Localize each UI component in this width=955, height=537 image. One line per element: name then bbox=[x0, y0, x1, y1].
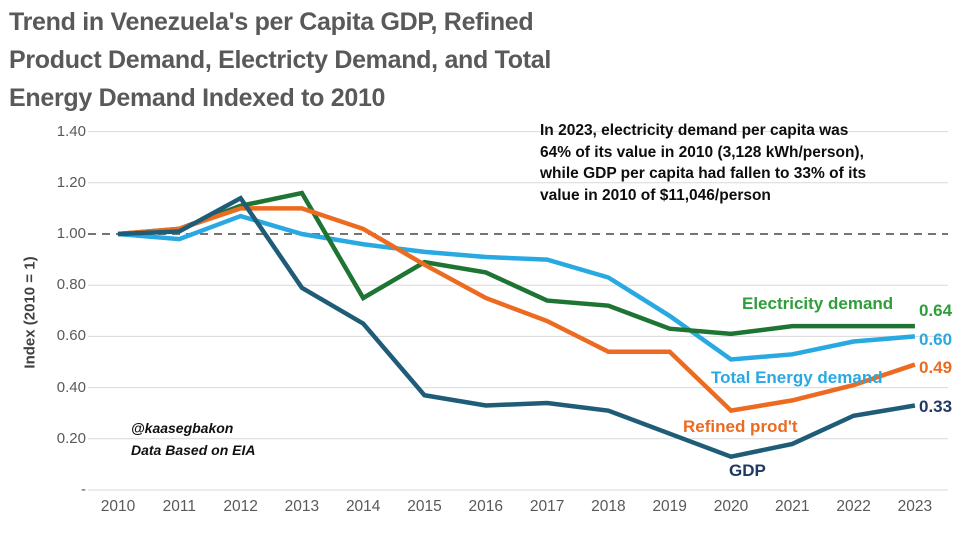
x-tick-label: 2021 bbox=[775, 498, 810, 515]
series-label-refined-product: Refined prod't bbox=[683, 417, 798, 436]
chart-title-line-1: Trend in Venezuela's per Capita GDP, Ref… bbox=[9, 8, 534, 36]
end-value-total-energy-demand: 0.60 bbox=[919, 330, 953, 349]
y-tick-label: 0.60 bbox=[56, 327, 86, 345]
attribution: @kaasegbakon Data Based on EIA bbox=[131, 417, 255, 461]
annotation-text: In 2023, electricity demand per capita w… bbox=[540, 120, 955, 206]
attribution-source: Data Based on EIA bbox=[131, 442, 256, 458]
y-tick-label: 1.40 bbox=[56, 122, 86, 140]
series-line-gdp bbox=[117, 195, 916, 460]
annotation-line-1: In 2023, electricity demand per capita w… bbox=[540, 122, 849, 139]
y-tick-label: 1.00 bbox=[56, 225, 86, 242]
x-tick-label: 2020 bbox=[713, 498, 749, 515]
x-tick-label: 2018 bbox=[591, 498, 626, 515]
x-tick-label: 2019 bbox=[652, 498, 687, 515]
x-tick-label: 2015 bbox=[407, 498, 442, 515]
y-tick-label: 1.20 bbox=[56, 173, 86, 191]
x-tick-label: 2013 bbox=[284, 498, 320, 515]
x-tick-label: 2016 bbox=[468, 498, 504, 515]
end-value-refined-product: 0.49 bbox=[919, 358, 953, 377]
chart-title: Trend in Venezuela's per Capita GDP, Ref… bbox=[9, 3, 709, 117]
annotation-line-2: 64% of its value in 2010 (3,128 kWh/pers… bbox=[540, 143, 864, 161]
annotation-line-3: while GDP per capita had fallen to 33% o… bbox=[540, 165, 867, 182]
y-tick-label: 0.80 bbox=[56, 276, 86, 294]
series-line-total-energy-demand bbox=[117, 213, 916, 362]
x-tick-label: 2014 bbox=[345, 498, 381, 515]
x-tick-label: 2012 bbox=[223, 498, 258, 515]
series-line-refined-prod-t bbox=[117, 206, 916, 414]
y-tick-label: 0.40 bbox=[56, 378, 86, 396]
x-tick-label: 2023 bbox=[897, 498, 933, 515]
x-tick-label: 2022 bbox=[836, 498, 871, 515]
attribution-handle: @kaasegbakon bbox=[131, 420, 234, 436]
x-tick-label: 2011 bbox=[162, 498, 196, 515]
x-tick-label: 2010 bbox=[100, 498, 136, 515]
series-label-gdp: GDP bbox=[729, 461, 766, 480]
y-tick-label: - bbox=[81, 481, 86, 498]
end-value-electricity-demand: 0.64 bbox=[919, 301, 953, 320]
series-label-total-energy-demand: Total Energy demand bbox=[711, 368, 883, 387]
end-value-gdp: 0.33 bbox=[919, 397, 953, 416]
series-line-electricity-demand bbox=[117, 190, 915, 337]
y-tick-label: 0.20 bbox=[56, 429, 86, 447]
chart-title-line-3: Energy Demand Indexed to 2010 bbox=[9, 84, 386, 112]
y-axis-title: Index (2010 = 1) bbox=[21, 256, 39, 369]
series-label-electricity-demand: Electricity demand bbox=[742, 294, 894, 313]
annotation-line-4: value in 2010 of $11,046/person bbox=[540, 186, 771, 204]
x-tick-label: 2017 bbox=[529, 498, 565, 515]
chart-title-line-2: Product Demand, Electricty Demand, and T… bbox=[9, 46, 552, 74]
